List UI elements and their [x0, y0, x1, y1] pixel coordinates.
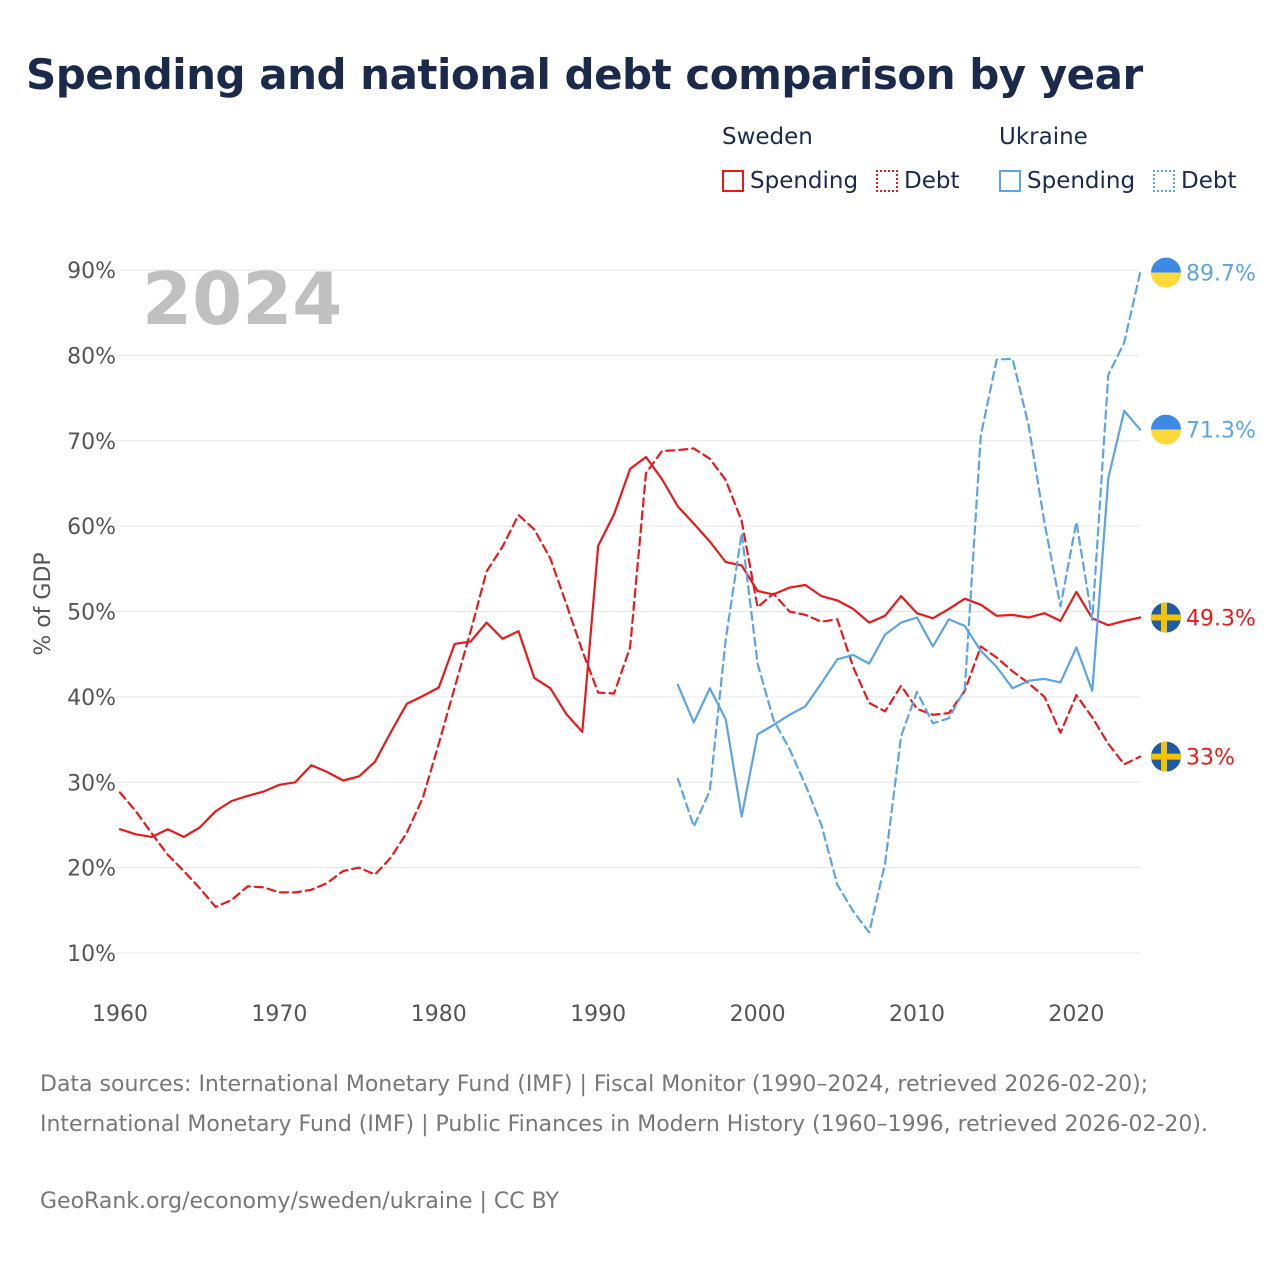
legend-group-ukraine: Ukraine [999, 124, 1088, 150]
series-line-ukraine-debt [676, 271, 1142, 934]
end-value-label: 49.3% [1186, 606, 1256, 631]
y-tick-label: 70% [67, 430, 116, 455]
footer-site-link[interactable]: GeoRank.org/economy/sweden/ukraine | CC … [40, 1189, 559, 1214]
series-line-ukraine-spending [676, 409, 1142, 818]
footer-sources: Data sources: International Monetary Fun… [40, 1072, 1208, 1137]
legend-swatch-solid [999, 170, 1021, 192]
legend-swatch-dotted [876, 170, 898, 192]
chart-title: Spending and national debt comparison by… [26, 50, 1143, 99]
legend-item-ukraine-debt[interactable]: Debt [1153, 168, 1236, 194]
y-tick-label: 90% [67, 259, 116, 284]
legend-item-sweden-debt[interactable]: Debt [876, 168, 959, 194]
sweden-flag-icon [1151, 741, 1181, 772]
x-tick-label: 1970 [251, 1002, 307, 1027]
legend-label: Debt [904, 168, 960, 194]
end-value-label: 89.7% [1186, 262, 1256, 287]
sweden-flag-icon [1151, 602, 1181, 633]
legend-group-sweden: Sweden [722, 124, 813, 150]
end-value-label: 71.3% [1186, 419, 1256, 444]
y-tick-label: 80% [67, 344, 116, 369]
x-tick-label: 1960 [92, 1002, 148, 1027]
x-tick-label: 1980 [411, 1002, 467, 1027]
y-tick-label: 40% [67, 686, 116, 711]
legend-item-ukraine-spending[interactable]: Spending [999, 168, 1135, 194]
y-tick-label: 30% [67, 771, 116, 796]
legend-label: Spending [750, 168, 859, 194]
x-tick-label: 2020 [1048, 1002, 1104, 1027]
legend-item-sweden-spending[interactable]: Spending [722, 168, 858, 194]
x-tick-label: 2010 [889, 1002, 945, 1027]
ukraine-flag-icon [1151, 257, 1181, 288]
y-tick-label: 20% [67, 857, 116, 882]
line-chart: 10% 20% 30% 40% 50% 60% 70% 80% 90% 1960 1970 1980 1… [31, 257, 1256, 1027]
ukraine-flag-icon [1151, 414, 1181, 445]
legend-swatch-dotted [1153, 170, 1175, 192]
series-line-sweden-debt [118, 447, 1142, 909]
y-tick-label: 50% [67, 601, 116, 626]
y-tick-label: 10% [67, 942, 116, 967]
legend-label: Spending [1027, 168, 1136, 194]
y-tick-label: 60% [67, 515, 116, 540]
legend-swatch-solid [722, 170, 744, 192]
end-value-label: 33% [1186, 746, 1235, 771]
x-tick-label: 1990 [570, 1002, 626, 1027]
legend-label: Debt [1181, 168, 1237, 194]
x-tick-label: 2000 [730, 1002, 786, 1027]
y-axis-title: % of GDP [31, 552, 56, 655]
year-label: 2024 [142, 257, 342, 341]
series-line-sweden-spending [118, 455, 1142, 839]
